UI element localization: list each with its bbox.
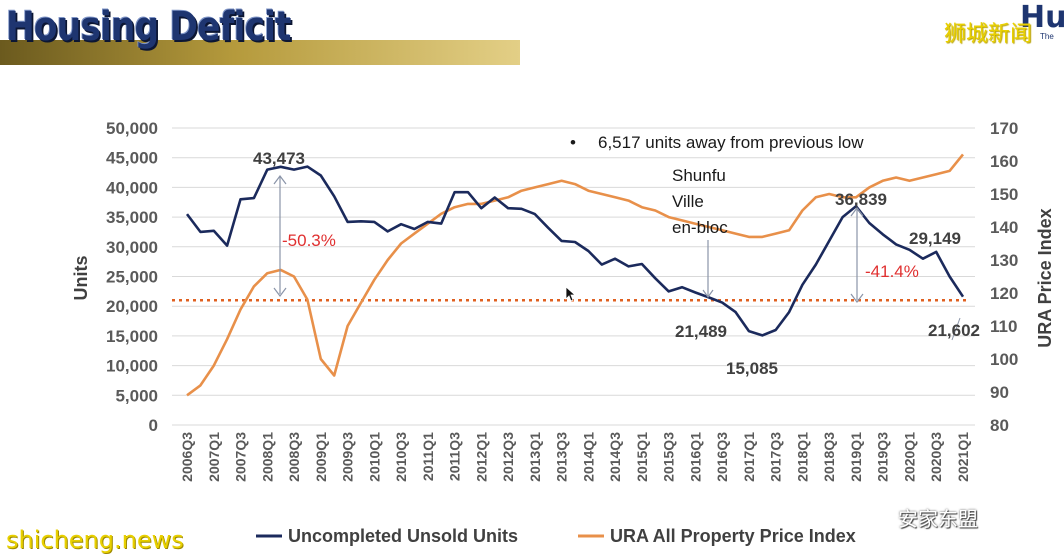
bullet-icon: • [570, 133, 576, 152]
x-tick-label: 2020Q1 [901, 432, 917, 482]
x-tick-label: 2016Q1 [687, 432, 703, 482]
right-tick-label: 150 [990, 185, 1018, 204]
watermark-site: shicheng.news [6, 526, 184, 554]
drop-arrow-2019 [850, 207, 864, 303]
title-banner [0, 40, 520, 65]
data-label-21602: 21,602 [928, 321, 980, 340]
data-label-43473: 43,473 [253, 149, 305, 168]
x-tick-label: 2019Q1 [848, 432, 864, 482]
x-tick-label: 2018Q1 [794, 432, 810, 482]
right-axis-label: URA Price Index [1035, 208, 1055, 347]
x-tick-label: 2014Q3 [607, 432, 623, 482]
series-line-price-index [186, 153, 965, 397]
chart-gridlines [172, 127, 975, 426]
x-tick-label: 2021Q1 [955, 432, 971, 482]
drop-arrow-2008 [273, 175, 287, 297]
left-tick-label: 20,000 [106, 297, 158, 316]
chart-legend: Uncompleted Unsold Units URA All Propert… [256, 526, 856, 546]
x-tick-label: 2008Q1 [259, 432, 275, 482]
x-tick-label: 2012Q3 [500, 432, 516, 482]
right-tick-label: 100 [990, 350, 1018, 369]
data-label-36839: 36,839 [835, 190, 887, 209]
left-tick-label: 0 [149, 416, 158, 435]
x-tick-label: 2017Q1 [741, 432, 757, 482]
brand-logo-subtitle: The [1040, 32, 1054, 41]
right-tick-label: 110 [990, 317, 1017, 336]
left-tick-label: 45,000 [106, 149, 158, 168]
x-tick-label: 2007Q3 [233, 432, 249, 482]
data-label-21489: 21,489 [675, 322, 727, 341]
right-tick-label: 160 [990, 152, 1018, 171]
data-label-drop-41: -41.4% [865, 262, 919, 281]
x-tick-label: 2015Q3 [661, 432, 677, 482]
right-tick-label: 120 [990, 284, 1018, 303]
cursor-icon [565, 286, 577, 302]
right-tick-label: 80 [990, 416, 1009, 435]
x-tick-label: 2009Q3 [340, 432, 356, 482]
left-tick-label: 35,000 [106, 208, 158, 227]
callout-leader-21602 [951, 317, 961, 341]
x-tick-label: 2010Q3 [393, 432, 409, 482]
annotation-shunfu-2: Ville [672, 192, 704, 211]
data-label-drop-50: -50.3% [282, 231, 336, 250]
series-line-unsold-units [185, 165, 965, 337]
watermark-brand: 安家东盟 [898, 507, 978, 531]
x-axis-ticks: 2006Q3 2007Q1 2007Q3 2008Q1 2008Q3 2009Q1 2009… [179, 432, 971, 482]
right-tick-label: 170 [990, 119, 1018, 138]
x-tick-label: 2018Q3 [821, 432, 837, 482]
x-tick-label: 2016Q3 [714, 432, 730, 482]
left-axis-ticks: 0 5,000 10,000 15,000 20,000 25,000 30,000 35,0… [106, 119, 158, 435]
left-tick-label: 5,000 [115, 386, 158, 405]
x-tick-label: 2014Q1 [580, 432, 596, 482]
x-tick-label: 2013Q1 [527, 432, 543, 482]
x-tick-label: 2015Q1 [634, 432, 650, 482]
legend-label-price-index: URA All Property Price Index [610, 526, 856, 546]
left-tick-label: 30,000 [106, 238, 158, 257]
left-axis-label: Units [71, 256, 91, 301]
x-tick-label: 2009Q1 [313, 432, 329, 482]
left-tick-label: 10,000 [106, 357, 158, 376]
x-tick-label: 2007Q1 [206, 432, 222, 482]
x-tick-label: 2011Q1 [420, 432, 436, 481]
page-title: Housing Deficit [6, 4, 292, 50]
x-tick-label: 2020Q3 [928, 432, 944, 482]
x-tick-label: 2006Q3 [179, 432, 195, 482]
right-tick-label: 90 [990, 383, 1009, 402]
watermark-top: 狮城新闻 [944, 22, 1033, 47]
x-tick-label: 2017Q3 [768, 432, 784, 482]
x-tick-label: 2010Q1 [366, 432, 382, 482]
annotation-shunfu-3: en-bloc [672, 218, 728, 237]
left-tick-label: 15,000 [106, 327, 158, 346]
x-tick-label: 2011Q3 [447, 432, 463, 481]
brand-logo: Hu [1020, 0, 1064, 35]
left-tick-label: 40,000 [106, 178, 158, 197]
annotation-shunfu-1: Shunfu [672, 166, 726, 185]
legend-label-unsold-units: Uncompleted Unsold Units [288, 526, 518, 546]
right-tick-label: 130 [990, 251, 1018, 270]
annotation-bullet: 6,517 units away from previous low [598, 133, 864, 152]
right-tick-label: 140 [990, 218, 1018, 237]
shunfu-pointer-arrow [702, 240, 714, 299]
x-tick-label: 2012Q1 [473, 432, 489, 482]
left-tick-label: 50,000 [106, 119, 158, 138]
left-tick-label: 25,000 [106, 268, 158, 287]
data-label-15085: 15,085 [726, 359, 778, 378]
right-axis-ticks: 80 90 100 110 120 130 140 150 160 170 [990, 119, 1018, 435]
x-tick-label: 2019Q3 [875, 432, 891, 482]
x-tick-label: 2013Q3 [554, 432, 570, 482]
data-label-29149: 29,149 [909, 229, 961, 248]
x-tick-label: 2008Q3 [286, 432, 302, 482]
